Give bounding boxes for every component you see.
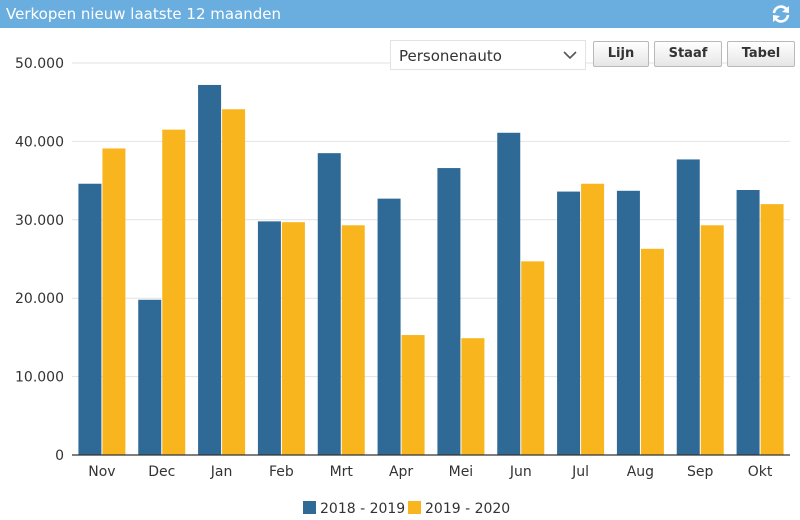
page-title: Verkopen nieuw laatste 12 maanden: [6, 5, 282, 23]
y-tick-label: 10.000: [15, 370, 64, 386]
x-tick-label: Apr: [389, 464, 413, 480]
y-tick-label: 0: [55, 448, 64, 464]
bar-series1-jun[interactable]: [497, 132, 521, 455]
x-tick-label: Mrt: [330, 464, 354, 480]
bar-series1-sep[interactable]: [676, 159, 700, 455]
x-tick-label: Jan: [210, 464, 233, 480]
bar-series2-jul[interactable]: [581, 183, 605, 455]
line-view-button[interactable]: Lijn: [593, 41, 649, 67]
chevron-down-icon: [563, 51, 577, 60]
y-tick-label: 40.000: [15, 134, 64, 150]
x-tick-label: Mei: [449, 464, 474, 480]
x-tick-label: Jun: [509, 464, 532, 480]
bar-series1-aug[interactable]: [616, 190, 640, 456]
bar-series1-okt[interactable]: [736, 190, 760, 455]
bar-series2-jun[interactable]: [521, 261, 545, 455]
bar-series1-dec[interactable]: [138, 299, 162, 455]
x-tick-label: Nov: [88, 464, 115, 480]
bar-series2-sep[interactable]: [700, 225, 724, 455]
bar-series1-apr[interactable]: [377, 198, 401, 455]
x-tick-label: Sep: [687, 464, 714, 480]
bar-view-button[interactable]: Staaf: [654, 41, 722, 67]
bar-series1-jan[interactable]: [198, 84, 222, 456]
y-tick-label: 20.000: [15, 291, 64, 307]
bar-series1-nov[interactable]: [78, 183, 102, 455]
title-bar: Verkopen nieuw laatste 12 maanden: [0, 0, 800, 28]
x-tick-label: Jul: [571, 464, 589, 480]
x-tick-label: Aug: [627, 464, 654, 480]
vehicle-type-select-value: Personenauto: [399, 47, 502, 65]
bar-series1-jul[interactable]: [557, 191, 581, 456]
legend-swatch: [408, 501, 421, 514]
bar-series2-feb[interactable]: [281, 222, 305, 455]
legend-label[interactable]: 2019 - 2020: [425, 501, 510, 517]
bar-series1-mrt[interactable]: [317, 153, 341, 455]
bar-series2-okt[interactable]: [760, 204, 784, 455]
y-tick-label: 30.000: [15, 213, 64, 229]
bar-series2-mrt[interactable]: [341, 225, 365, 455]
y-tick-label: 50.000: [15, 56, 64, 72]
bar-series2-aug[interactable]: [640, 248, 664, 455]
legend-swatch: [303, 501, 316, 514]
legend-label[interactable]: 2018 - 2019: [320, 501, 405, 517]
x-tick-label: Okt: [748, 464, 773, 480]
table-view-button[interactable]: Tabel: [727, 41, 795, 67]
bar-series2-apr[interactable]: [401, 335, 425, 455]
vehicle-type-select[interactable]: Personenauto: [390, 40, 586, 70]
bar-series1-mei[interactable]: [437, 168, 461, 455]
bar-series2-jan[interactable]: [222, 109, 246, 456]
bar-series2-dec[interactable]: [162, 129, 186, 455]
x-tick-label: Dec: [148, 464, 175, 480]
bar-series1-feb[interactable]: [257, 221, 281, 455]
bar-series2-nov[interactable]: [102, 148, 126, 455]
bar-series2-mei[interactable]: [461, 338, 485, 455]
x-tick-label: Feb: [269, 464, 294, 480]
refresh-icon[interactable]: [770, 3, 792, 25]
